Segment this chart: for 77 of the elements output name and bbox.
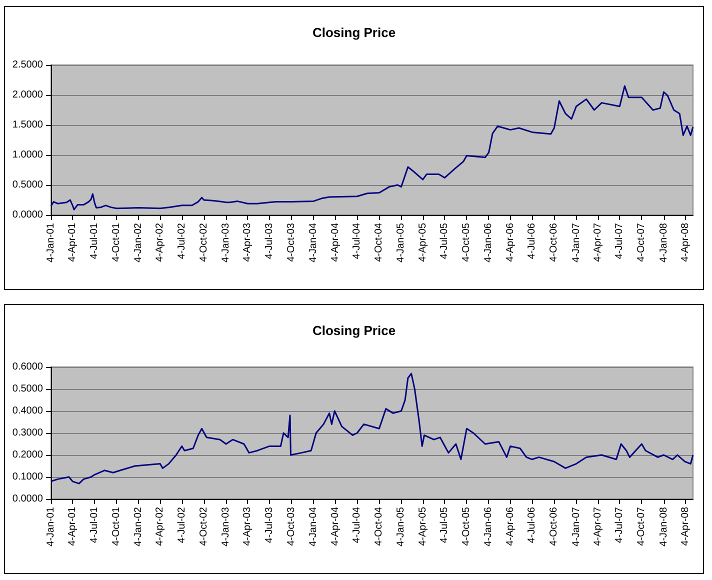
- y-tick-label: 0.0000: [12, 210, 44, 220]
- x-tick-label: 4-Apr-05: [417, 506, 428, 546]
- x-tick-label: 4-Apr-05: [417, 222, 428, 262]
- x-tick-label: 4-Oct-04: [374, 506, 385, 546]
- x-tick-label: 4-Jul-03: [264, 222, 275, 260]
- x-tick-label: 4-Jul-03: [264, 506, 275, 544]
- x-tick-label: 4-Jul-04: [352, 222, 363, 260]
- x-tick-label: 4-Apr-02: [154, 222, 166, 262]
- y-tick-label: 1.0000: [12, 150, 44, 160]
- x-tick-label: 4-Apr-07: [592, 222, 604, 262]
- x-tick-label: 4-Jan-07: [570, 222, 582, 262]
- line-series: [50, 372, 694, 484]
- x-tick-label: 4-Jan-07: [570, 506, 582, 546]
- x-tick-label: 4-Jan-03: [220, 222, 232, 262]
- x-tick-label: 4-Oct-02: [198, 222, 210, 262]
- x-tick-label: 4-Jul-01: [88, 506, 100, 544]
- y-tick-label: 0.5000: [12, 180, 44, 190]
- x-tick-label: 4-Jan-06: [483, 222, 494, 262]
- x-tick-label: 4-Oct-01: [110, 222, 122, 262]
- x-tick-label: 4-Oct-02: [198, 506, 210, 546]
- x-tick-label: 4-Jan-04: [308, 506, 320, 546]
- x-tick-label: 4-Apr-06: [504, 506, 516, 546]
- x-tick-label: 4-Jul-01: [88, 222, 100, 260]
- y-tick-label: 0.3000: [12, 428, 44, 438]
- x-tick-label: 4-Apr-04: [330, 222, 341, 262]
- x-tick-label: 4-Jul-07: [614, 506, 626, 544]
- x-tick-label: 4-Oct-06: [548, 506, 560, 546]
- x-tick-label: 4-Apr-08: [680, 506, 692, 546]
- y-tick-label: 1.5000: [12, 120, 44, 130]
- x-tick-label: 4-Apr-07: [592, 506, 604, 546]
- x-tick-label: 4-Oct-07: [636, 222, 648, 262]
- x-tick-label: 4-Apr-08: [680, 222, 692, 262]
- x-tick-label: 4-Jul-02: [176, 222, 188, 260]
- x-tick-label: 4-Jul-07: [614, 222, 626, 260]
- x-tick-label: 4-Oct-03: [286, 506, 297, 546]
- y-tick-label: 0.2000: [12, 450, 44, 460]
- x-tick-label: 4-Oct-06: [548, 222, 560, 262]
- x-tick-label: 4-Jul-06: [526, 506, 538, 544]
- x-tick-label: 4-Apr-03: [242, 222, 254, 262]
- x-tick-label: 4-Jul-05: [439, 506, 450, 544]
- x-tick-label: 4-Apr-02: [154, 506, 166, 546]
- y-tick-label: 2.0000: [12, 90, 44, 100]
- x-tick-label: 4-Jan-03: [220, 506, 232, 546]
- x-tick-label: 4-Jan-05: [396, 506, 407, 546]
- x-tick-label: 4-Jul-04: [352, 506, 363, 544]
- x-tick-label: 4-Jan-08: [658, 506, 670, 546]
- x-tick-label: 4-Oct-03: [286, 222, 297, 262]
- x-tick-label: 4-Apr-01: [67, 222, 78, 262]
- y-tick-label: 0.0000: [12, 494, 44, 504]
- x-tick-label: 4-Jan-06: [483, 506, 494, 546]
- x-tick-label: 4-Jan-04: [308, 222, 320, 262]
- x-tick-label: 4-Apr-04: [330, 506, 341, 546]
- x-tick-label: 4-Jan-08: [658, 222, 670, 262]
- x-tick-label: 4-Oct-05: [461, 222, 472, 262]
- y-tick-label: 0.4000: [12, 406, 44, 416]
- x-tick-label: 4-Jan-01: [46, 222, 56, 262]
- x-tick-label: 4-Jan-05: [396, 222, 407, 262]
- chart-title: Closing Price: [312, 323, 396, 338]
- x-tick-label: 4-Oct-04: [374, 222, 385, 262]
- line-series: [50, 85, 694, 210]
- x-tick-label: 4-Jan-01: [46, 506, 56, 546]
- x-tick-label: 4-Jan-02: [133, 222, 144, 262]
- x-tick-label: 4-Jul-05: [439, 222, 450, 260]
- x-tick-label: 4-Apr-03: [242, 506, 254, 546]
- y-tick-label: 2.5000: [12, 60, 44, 70]
- x-tick-label: 4-Jul-06: [526, 222, 538, 260]
- y-tick-label: 0.6000: [12, 362, 44, 372]
- x-tick-label: 4-Apr-01: [67, 506, 78, 546]
- chart-title: Closing Price: [312, 25, 396, 40]
- x-tick-label: 4-Jul-02: [176, 506, 188, 544]
- y-tick-label: 0.5000: [12, 384, 44, 394]
- x-tick-label: 4-Apr-06: [504, 222, 516, 262]
- x-tick-label: 4-Oct-07: [636, 506, 648, 546]
- x-tick-label: 4-Oct-01: [110, 506, 122, 546]
- x-tick-label: 4-Jan-02: [133, 506, 144, 546]
- x-tick-label: 4-Oct-05: [461, 506, 472, 546]
- y-tick-label: 0.1000: [12, 472, 44, 482]
